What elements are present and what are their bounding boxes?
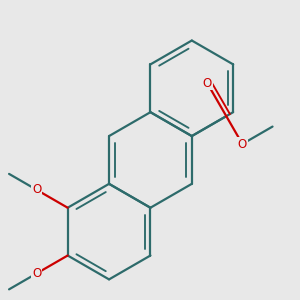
- Text: O: O: [238, 137, 247, 151]
- Text: O: O: [203, 77, 212, 90]
- Text: O: O: [32, 267, 41, 280]
- Text: O: O: [32, 183, 41, 196]
